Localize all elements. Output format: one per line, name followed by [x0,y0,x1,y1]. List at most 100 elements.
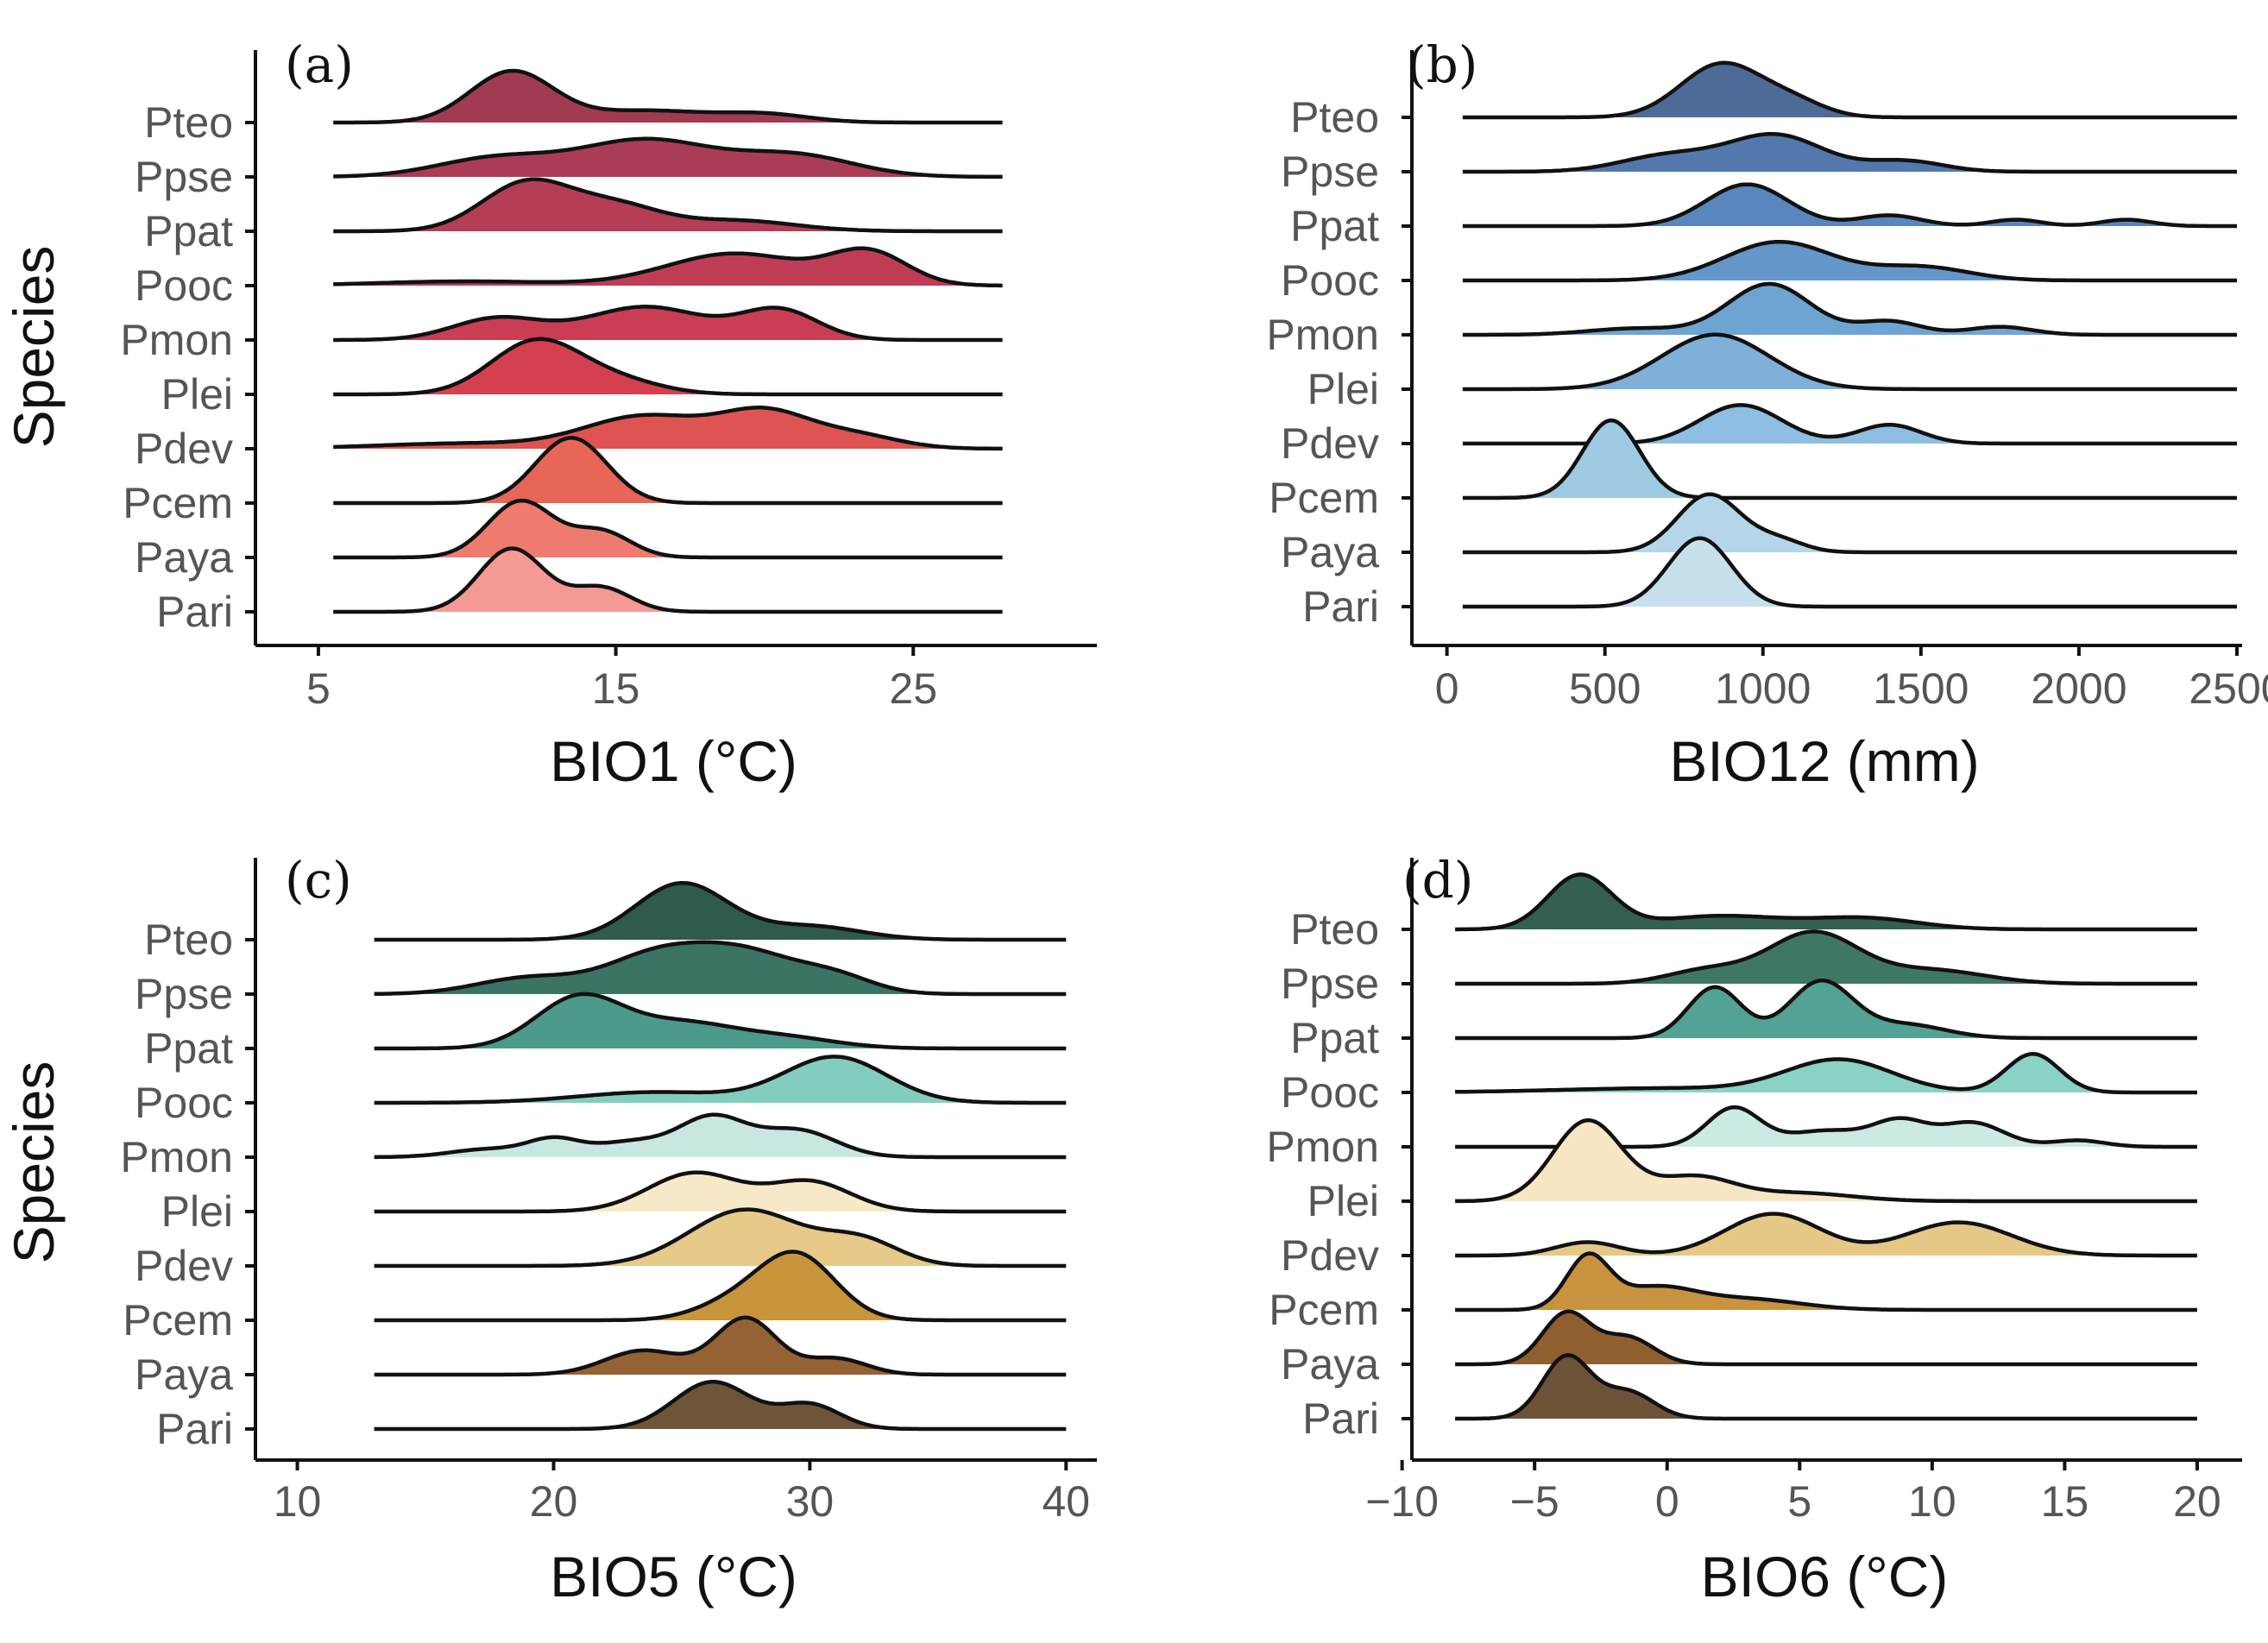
ridge-line-pmon [333,305,1003,343]
species-label: Plei [161,370,233,419]
x-tick-label: 1500 [1873,664,1969,713]
x-tick-label: 25 [889,664,937,713]
ridge-fill-paya [1455,1311,2197,1364]
species-label: Plei [161,1187,233,1236]
species-label: Pari [156,588,233,636]
ridge-fill-ppse [1455,931,2197,984]
ridge-line-pcem [333,436,1003,506]
ridge-line-plei [1455,1117,2197,1204]
x-tick-label: 15 [592,664,640,713]
ridge-line-pdev [374,1207,1067,1268]
ridge-line-ppse [1462,132,2237,174]
x-tick-label: 20 [530,1477,578,1526]
species-label: Ppat [1290,1014,1379,1062]
ridge-line-pcem [1455,1251,2197,1313]
x-tick-label: 15 [2041,1477,2089,1526]
species-label: Pooc [135,1079,233,1127]
ridge-line-pari [1455,1353,2197,1421]
ridge-line-pteo [333,68,1003,125]
species-label: Pcem [1269,474,1379,522]
ridge-fill-pmon [1462,283,2237,335]
species-label: Paya [135,1350,233,1399]
x-tick-label: 2000 [2031,664,2126,713]
ridge-line-paya [1455,1309,2197,1367]
ridge-fill-paya [333,500,1003,557]
x-tick-label: −5 [1510,1477,1559,1526]
panel-label: (c) [285,851,352,910]
species-label: Pdev [1281,1231,1379,1280]
species-label: Pmon [1266,311,1379,359]
ridge-fill-ppse [1462,134,2237,172]
species-label: Ppat [1290,202,1379,250]
panel-label: (d) [1402,851,1473,910]
species-label: Paya [135,533,233,582]
panel-label: (a) [285,35,354,94]
species-label: Pooc [1281,256,1379,305]
ridge-line-pari [1462,536,2237,609]
species-label: Pdev [135,1242,233,1290]
ridge-fill-ppse [333,138,1003,177]
ridge-fill-plei [333,338,1003,394]
ridge-line-pooc [1455,1052,2197,1095]
ridge-fill-pooc [1455,1054,2197,1092]
ridge-fill-pteo [1455,874,2197,929]
species-label: Pteo [144,916,233,964]
species-label: Pteo [1290,905,1379,954]
ridge-line-ppse [1455,929,2197,986]
species-label: Pmon [120,1133,233,1181]
x-tick-label: 30 [786,1477,835,1526]
ridge-line-plei [1462,332,2237,392]
ridge-line-plei [333,337,1003,397]
panel-label: (b) [1407,35,1477,94]
x-axis-title: BIO1 (°C) [550,729,797,793]
x-tick-label: 5 [1787,1477,1811,1526]
x-tick-label: 5 [306,664,331,713]
ridge-line-pooc [374,1054,1067,1105]
x-tick-label: 500 [1569,664,1641,713]
ridge-line-ppse [374,940,1067,997]
ridge-fill-pcem [1455,1253,2197,1310]
ridge-line-paya [333,498,1003,560]
species-label: Ppse [135,153,233,201]
ridge-line-ppat [333,177,1003,234]
ridge-fill-pteo [374,883,1067,940]
species-label: Pooc [135,261,233,310]
ridge-line-pmon [1462,281,2237,337]
ridge-fill-pari [374,1382,1067,1429]
ridge-line-pcem [1462,418,2237,500]
ridge-fill-pdev [333,407,1003,449]
species-label: Ppat [144,1024,233,1073]
panel-b: Pteo Ppse Ppat Pooc Pmon Plei Pdev Pcem Paya Pari… [1266,35,2268,793]
ridge-fill-pteo [333,71,1003,123]
ridge-line-pdev [1455,1212,2197,1258]
species-label: Paya [1281,1340,1379,1388]
ridge-line-ppat [1455,979,2197,1041]
species-label: Pmon [120,316,233,364]
species-label: Pteo [144,98,233,147]
x-axis-title: BIO5 (°C) [550,1545,797,1608]
ridge-line-pooc [333,246,1003,288]
ridge-line-pcem [374,1250,1067,1323]
ridge-line-pdev [333,406,1003,451]
ridge-fill-pooc [374,1056,1067,1103]
ridge-fill-paya [374,1317,1067,1375]
ridge-fill-ppat [374,993,1067,1048]
ridge-fill-pteo [1462,62,2237,117]
x-tick-label: −10 [1365,1477,1439,1526]
species-label: Ppse [135,970,233,1018]
species-label: Ppse [1281,148,1379,196]
ridge-line-paya [1462,492,2237,555]
species-label: Ppse [1281,960,1379,1008]
ridge-line-plei [374,1170,1067,1214]
ridge-fill-pmon [333,306,1003,340]
ridge-fill-pdev [1455,1213,2197,1256]
ridge-line-pari [374,1380,1067,1432]
ridge-fill-pmon [374,1114,1067,1157]
species-label: Pmon [1266,1123,1379,1171]
ridge-line-paya [374,1315,1067,1377]
species-label: Pdev [1281,419,1379,468]
x-tick-label: 40 [1042,1477,1090,1526]
panel-d: Pteo Ppse Ppat Pooc Pmon Plei Pdev Pcem Paya Pari… [1266,851,2242,1608]
x-tick-label: 2500 [2189,664,2268,713]
